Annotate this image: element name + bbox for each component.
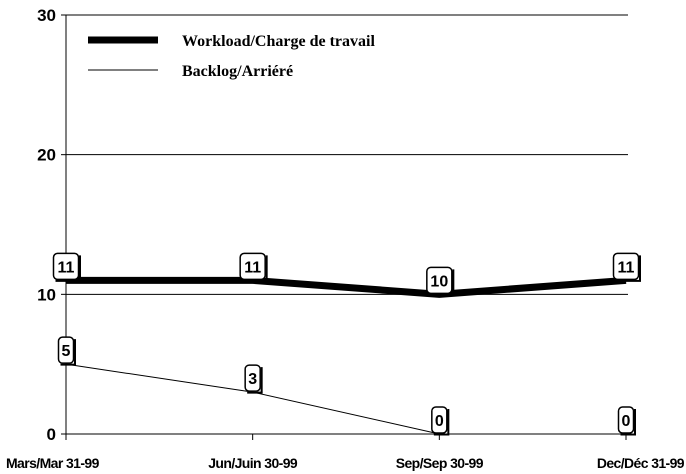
data-label: 11 xyxy=(612,252,641,282)
x-tick-label: Dec/Déc 31-99 xyxy=(597,455,685,471)
data-label-box xyxy=(244,364,261,392)
data-label-value: 11 xyxy=(618,259,635,276)
data-label: 11 xyxy=(52,252,81,282)
data-label-value: 11 xyxy=(244,259,261,276)
legend-label: Workload/Charge de travail xyxy=(182,33,375,50)
data-label-shadow xyxy=(428,269,455,296)
data-label-shadow xyxy=(620,409,636,436)
data-label-box xyxy=(612,252,640,281)
data-label: 3 xyxy=(244,364,263,394)
data-label-shadow xyxy=(60,339,76,366)
data-label: 11 xyxy=(239,252,268,282)
data-label-box xyxy=(239,252,266,281)
y-tick-label: 20 xyxy=(37,146,56,165)
data-label-shadow xyxy=(242,255,268,282)
data-label: 0 xyxy=(431,406,450,436)
x-tick-label: Sep/Sep 30-99 xyxy=(396,455,484,471)
data-label-value: 5 xyxy=(62,343,71,360)
data-label-box xyxy=(431,406,448,434)
data-label: 5 xyxy=(57,336,76,366)
series-lines xyxy=(65,276,627,435)
y-tick-label: 10 xyxy=(37,285,56,304)
data-label-box xyxy=(57,336,75,364)
data-label: 10 xyxy=(426,266,455,296)
data-label-shadow xyxy=(247,367,263,394)
data-label-value: 11 xyxy=(58,259,75,276)
data-label-box xyxy=(617,406,635,434)
legend: Workload/Charge de travail Backlog/Arriér… xyxy=(88,33,375,80)
data-label-box xyxy=(52,252,80,281)
legend-label: Backlog/Arriéré xyxy=(182,63,293,80)
data-labels: 11 11 10 11 5 3 0 0 xyxy=(52,252,641,436)
y-tick-label: 30 xyxy=(37,6,56,25)
y-tick-label: 0 xyxy=(47,425,56,444)
x-tick-label: Mars/Mar 31-99 xyxy=(6,455,100,471)
workload-series-line xyxy=(66,276,627,298)
gridlines xyxy=(66,14,628,435)
data-label-box xyxy=(426,266,453,295)
data-label: 0 xyxy=(617,406,636,436)
backlog-series-line xyxy=(65,363,626,435)
data-label-value: 3 xyxy=(248,371,257,388)
data-label-shadow xyxy=(615,255,641,282)
data-label-shadow xyxy=(55,255,81,282)
data-label-shadow xyxy=(433,409,450,436)
data-label-value: 0 xyxy=(622,413,631,430)
data-label-value: 0 xyxy=(435,413,444,430)
data-label-value: 10 xyxy=(430,273,448,290)
x-tick-label: Jun/Juin 30-99 xyxy=(208,455,298,471)
